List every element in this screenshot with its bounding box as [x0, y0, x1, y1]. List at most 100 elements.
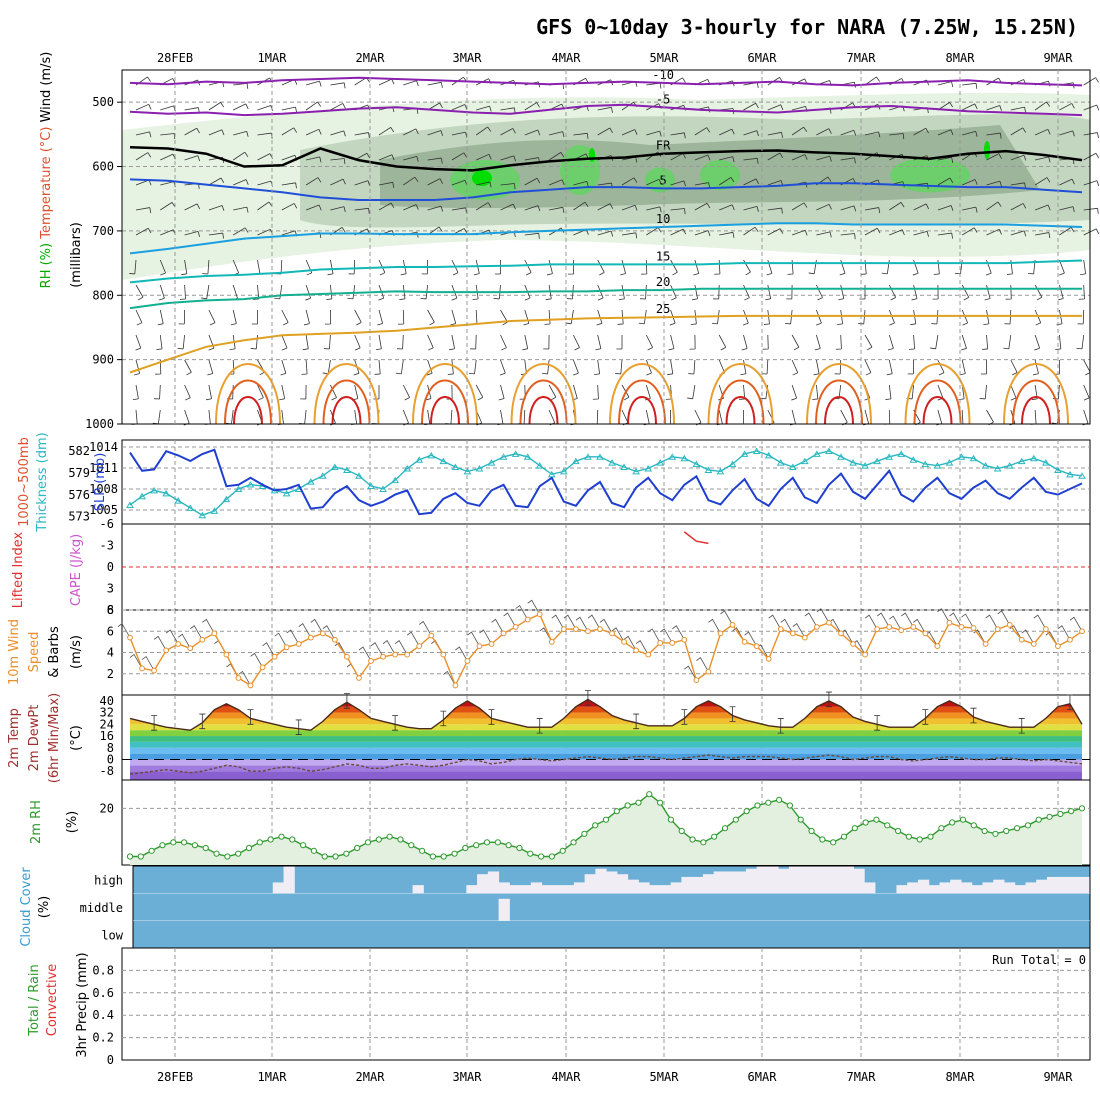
rh2m-point	[862, 819, 869, 826]
thickness-point	[427, 451, 436, 459]
rh2m-point	[873, 816, 880, 823]
wind10m-speed-point	[572, 626, 579, 633]
wind-barb	[427, 81, 443, 88]
wind-barb	[595, 334, 602, 351]
temp-minmax-bar	[536, 718, 543, 734]
wind-barb	[937, 359, 945, 376]
rh2m-axis-label-1: 2m RH	[29, 800, 44, 844]
wind-barb	[986, 409, 994, 426]
thickness-point	[367, 482, 375, 490]
wind10m-tick-label: 4	[107, 646, 114, 660]
surface-temp-contour	[1012, 379, 1060, 425]
slp-thickness-panel	[121, 439, 1091, 525]
temp-minmax-bar	[681, 709, 688, 725]
wind-barb	[326, 284, 333, 300]
wind-barb	[740, 359, 747, 376]
wind10m-speed-point	[247, 682, 254, 689]
date-label-bottom: 7MAR	[847, 1070, 877, 1084]
wind10m-speed-point	[621, 638, 627, 645]
wind-barb	[549, 206, 565, 213]
wind-barb	[1034, 128, 1051, 136]
wind-barb	[499, 359, 506, 376]
svg-text:SLP (mb): SLP (mb)	[93, 453, 108, 512]
wind10m-speed-point	[283, 644, 290, 651]
cloud-row-label-middle: middle	[80, 901, 123, 915]
svg-text:2m Temp: 2m Temp	[7, 708, 22, 768]
wind-barb	[670, 132, 686, 139]
wind10m-speed-point	[163, 647, 170, 654]
thickness-point	[813, 450, 821, 457]
wind-barb	[202, 259, 210, 275]
wind-barb	[646, 178, 662, 186]
wind-barb	[232, 227, 249, 236]
slp-tick-label: 1008	[89, 482, 118, 496]
wind-barb	[1083, 132, 1099, 139]
surface-temp-contour	[716, 379, 765, 425]
wind-barb	[354, 309, 362, 326]
wind-barb	[737, 410, 744, 425]
wind10m-barb	[876, 612, 890, 628]
cloud-high-cell	[831, 866, 844, 894]
wind-barb	[135, 131, 152, 138]
wind-barb	[500, 309, 508, 326]
wind-barb	[937, 177, 954, 186]
wind-barb	[475, 126, 492, 136]
wind10m-speed-point	[874, 626, 881, 633]
cloud-high-cell	[552, 885, 564, 894]
thickness-point	[608, 459, 616, 466]
temp-minmax-bar	[440, 710, 447, 727]
svg-text:(°C): (°C)	[69, 725, 84, 751]
wind-barb	[208, 334, 215, 351]
wind10m-barb	[382, 640, 396, 655]
thickness-point	[728, 460, 737, 468]
wind10m-speed-point	[994, 626, 1001, 633]
wind10m-axis-label-3: & Barbs	[47, 626, 62, 678]
wind10m-speed-point	[970, 625, 977, 631]
wind-barb	[184, 127, 200, 136]
wind10m-speed-point	[452, 682, 459, 689]
thickness-point	[463, 467, 472, 475]
cloud-high-cell	[702, 874, 715, 894]
wind10m-barb	[744, 631, 757, 647]
wind-barb	[374, 359, 381, 375]
wind-barb	[330, 82, 346, 89]
surface-temp-contour	[224, 379, 272, 425]
wind-barb	[646, 206, 662, 213]
wind-barb	[395, 359, 404, 375]
wind10m-barb	[997, 610, 1011, 626]
wind-barb	[1059, 227, 1075, 236]
wind-barb	[913, 203, 929, 211]
rh2m-point	[473, 842, 480, 849]
wind-barb	[962, 130, 978, 137]
temp-minmax-bar	[1018, 718, 1025, 734]
wind-barb	[840, 129, 857, 136]
wind10m-barb	[178, 633, 191, 649]
wind-barb	[475, 384, 484, 401]
wind10m-barb	[165, 629, 179, 645]
wind-barb	[1005, 284, 1012, 300]
cloud-high-cell	[724, 871, 736, 894]
thickness-point	[126, 501, 134, 509]
isotherm-line	[129, 287, 1082, 310]
wind-barb	[840, 233, 856, 240]
wind-barb	[378, 202, 395, 211]
wind10m-barb	[864, 614, 878, 630]
date-label-top: 3MAR	[453, 51, 483, 65]
wind10m-speed-point	[223, 651, 230, 658]
surface-temp-contour	[824, 396, 854, 425]
thickness-point	[234, 485, 243, 492]
wind-barb	[937, 156, 954, 163]
cloud-high-cell	[907, 882, 919, 894]
thickness-point	[752, 447, 761, 454]
thickness-point	[861, 462, 869, 469]
wind-barb	[500, 183, 516, 190]
cloud-high-cell	[638, 882, 650, 894]
wind-barb	[160, 153, 176, 161]
wind10m-barb	[696, 657, 709, 672]
wind10m-speed-point	[307, 634, 314, 641]
wind-barb	[378, 78, 395, 86]
wind-barb	[1010, 182, 1026, 189]
thickness-point	[222, 495, 231, 503]
temp-minmax-bar	[199, 713, 206, 730]
wind-barb	[1010, 127, 1027, 136]
